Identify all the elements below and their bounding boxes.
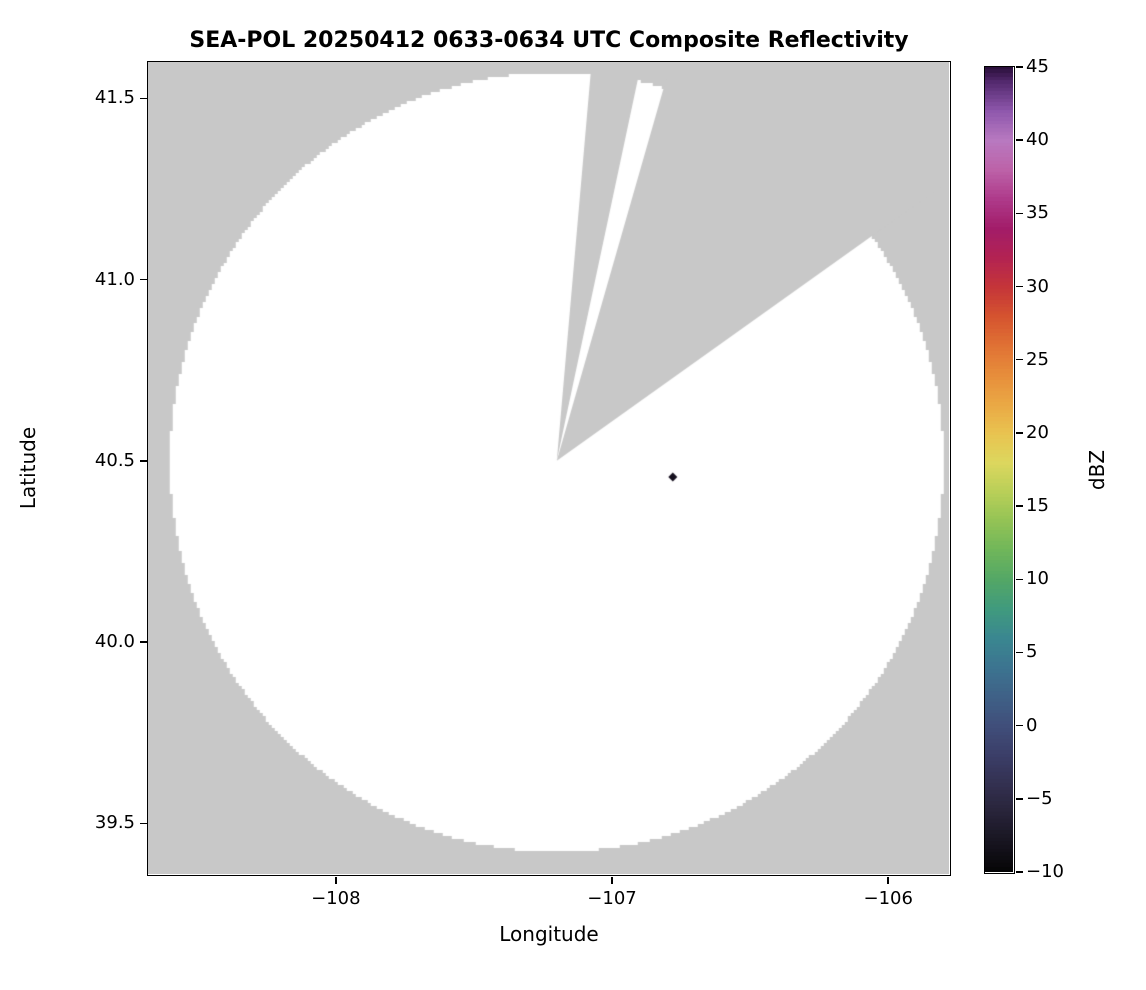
colorbar-tick-mark [1015,66,1023,68]
colorbar-tick-mark [1015,285,1023,288]
colorbar-tick-mark [1015,578,1023,581]
colorbar-tick-mark [1015,651,1023,654]
colorbar-tick-label: 10 [1026,568,1049,590]
colorbar-tick-label: 5 [1026,641,1038,663]
y-tick-label: 41.0 [94,268,135,290]
x-axis-label: Longitude [499,922,599,946]
colorbar-label: dBZ [1085,449,1109,491]
colorbar-tick-mark [1015,505,1023,507]
y-tick-mark [139,641,147,643]
x-tick-label: −106 [863,888,913,909]
colorbar-tick-mark [1015,432,1023,434]
x-tick-mark [887,876,889,884]
x-tick-label: −108 [311,888,361,909]
colorbar-tick-label: 0 [1026,714,1038,736]
y-axis-label: Latitude [16,426,40,510]
colorbar-tick-mark [1015,358,1023,361]
colorbar-tick-label: −5 [1026,787,1053,809]
colorbar-gradient-canvas [985,67,1013,872]
colorbar-tick-label: 25 [1026,348,1049,370]
y-tick-label: 41.5 [94,87,135,109]
radar-ppi-canvas [148,62,949,874]
colorbar-tick-label: −10 [1026,861,1064,883]
colorbar-tick-mark [1015,798,1023,800]
colorbar: 45 40 35 30 25 20 15 10 5 0 −5 −10 [984,56,1064,882]
plot-area: −108 −107 −106 41.5 41.0 40.5 40.0 39.5 [95,61,951,909]
colorbar-tick-label: 20 [1026,421,1049,443]
colorbar-tick-label: 30 [1026,275,1049,297]
y-tick-label: 40.0 [94,631,135,653]
colorbar-tick-mark [1015,871,1023,873]
chart-title: SEA-POL 20250412 0633-0634 UTC Composite… [189,28,909,53]
x-tick-mark [611,876,613,884]
y-tick-mark [139,460,147,462]
colorbar-tick-label: 15 [1026,495,1049,517]
colorbar-tick-label: 35 [1026,202,1049,224]
y-tick-label: 39.5 [94,812,135,834]
y-tick-mark [139,822,147,824]
colorbar-tick-mark [1015,212,1023,215]
colorbar-tick-mark [1015,139,1023,141]
x-tick-label: −107 [587,888,637,909]
colorbar-tick-label: 40 [1026,129,1049,151]
colorbar-tick-label: 45 [1026,56,1049,78]
y-tick-label: 40.5 [94,449,135,471]
y-tick-mark [139,97,147,99]
y-tick-mark [139,278,147,281]
x-tick-mark [335,876,337,884]
colorbar-tick-mark [1015,724,1023,727]
